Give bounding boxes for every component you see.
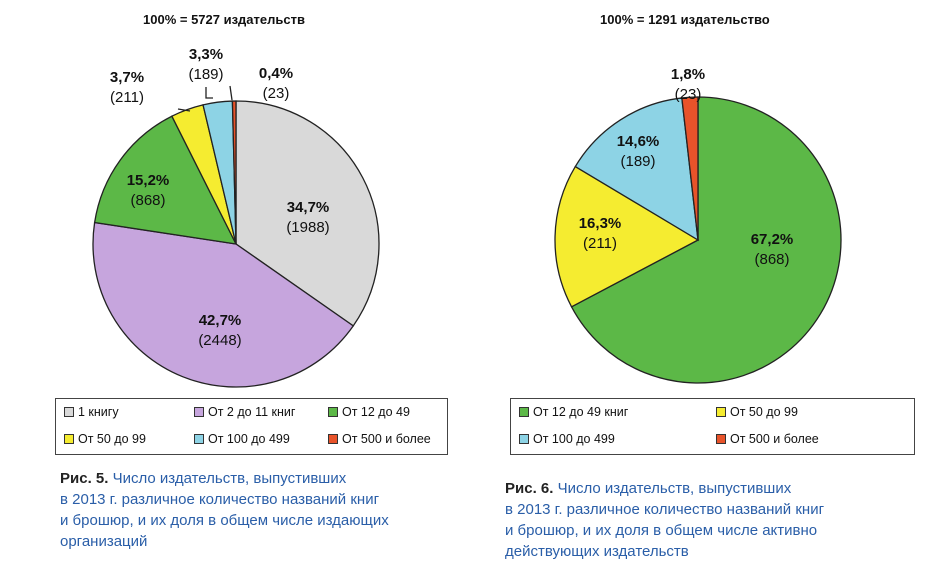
pie-slice xyxy=(92,221,355,388)
slice-percent-label: 16,3% xyxy=(579,215,622,232)
pie-slice xyxy=(554,165,700,308)
chart-1-caption: Рис. 5. Число издательств, выпустивших в… xyxy=(60,468,470,552)
slice-percent-label: 15,2% xyxy=(127,172,170,189)
slice-percent-label: 1,8% xyxy=(671,66,705,83)
legend-swatch xyxy=(519,407,529,417)
caption-line: Число издательств, выпустивших xyxy=(557,480,792,497)
pie-slice xyxy=(574,97,699,242)
legend-label: 1 книгу xyxy=(78,405,119,419)
slice-count-label: (211) xyxy=(110,89,144,106)
chart-1-total: 100% = 5727 издательств xyxy=(143,12,305,27)
chart-panel-2: 100% = 1291 издательство 67,2% (868) 16,3%… xyxy=(475,0,950,571)
legend-item: От 50 до 99 xyxy=(716,405,798,419)
pie-slice xyxy=(570,96,842,384)
caption-line: Число издательств, выпустивших xyxy=(112,470,347,487)
chart-2-legend: От 12 до 49 книг От 50 до 99 От 100 до 4… xyxy=(510,398,915,455)
legend-item: От 100 до 499 xyxy=(519,432,615,446)
leader-line xyxy=(229,85,233,101)
caption-line: организаций xyxy=(60,533,148,550)
caption-line: действующих издательств xyxy=(505,543,689,560)
caption-line: в 2013 г. различное количество названий … xyxy=(60,491,380,508)
legend-item: От 100 до 499 xyxy=(194,432,290,446)
chart-2-total: 100% = 1291 издательство xyxy=(600,12,770,27)
slice-count-label: (23) xyxy=(675,86,702,103)
chart-2-caption: Рис. 6. Число издательств, выпустивших в… xyxy=(505,478,925,562)
slice-percent-label: 42,7% xyxy=(199,312,242,329)
caption-line: и брошюр, и их доля в общем числе активн… xyxy=(505,522,818,539)
slice-percent-label: 0,4% xyxy=(259,65,293,82)
slice-percent-label: 34,7% xyxy=(287,199,330,216)
legend-swatch xyxy=(194,434,204,444)
legend-item: От 12 до 49 книг xyxy=(519,405,628,419)
legend-item: От 50 до 99 xyxy=(64,432,146,446)
legend-swatch xyxy=(328,434,338,444)
legend-swatch xyxy=(328,407,338,417)
legend-item: От 500 и более xyxy=(328,432,431,446)
pie-slice xyxy=(231,100,237,245)
legend-label: От 12 до 49 xyxy=(342,405,410,419)
slice-percent-label: 3,3% xyxy=(189,46,223,63)
legend-swatch xyxy=(716,434,726,444)
legend-swatch xyxy=(64,434,74,444)
chart-panel-1: 100% = 5727 издательств 34,7% (1988) 42,7%… xyxy=(55,12,470,552)
caption-line: в 2013 г. различное количество названий … xyxy=(505,501,825,518)
legend-label: От 500 и более xyxy=(342,432,431,446)
pie-chart-1: 34,7% (1988) 42,7% (2448) 15,2% (868) 3,7% (211… xyxy=(92,46,380,388)
slice-percent-label: 67,2% xyxy=(751,231,794,248)
legend-label: От 50 до 99 xyxy=(730,405,798,419)
legend-swatch xyxy=(194,407,204,417)
legend-item: От 12 до 49 xyxy=(328,405,410,419)
slice-percent-label: 14,6% xyxy=(617,133,660,150)
legend-label: От 100 до 499 xyxy=(208,432,290,446)
legend-swatch xyxy=(519,434,529,444)
pie-slice xyxy=(681,96,699,241)
legend-label: От 2 до 11 книг xyxy=(208,405,296,419)
slice-count-label: (189) xyxy=(620,153,655,170)
pie-chart-2: 67,2% (868) 16,3% (211) 14,6% (189) 1,8% (23) xyxy=(554,66,842,384)
legend-swatch xyxy=(64,407,74,417)
slice-count-label: (23) xyxy=(263,85,290,102)
legend-item: От 2 до 11 книг xyxy=(194,405,295,419)
pie-slice xyxy=(235,100,380,327)
slice-count-label: (189) xyxy=(188,66,223,83)
legend-swatch xyxy=(716,407,726,417)
legend-label: От 50 до 99 xyxy=(78,432,146,446)
legend-label: От 500 и более xyxy=(730,432,819,446)
legend-label: От 100 до 499 xyxy=(533,432,615,446)
legend-item: От 500 и более xyxy=(716,432,819,446)
legend-label: От 12 до 49 книг xyxy=(533,405,629,419)
slice-count-label: (2448) xyxy=(198,332,241,349)
pie-slice xyxy=(93,115,238,245)
legend-item: 1 книгу xyxy=(64,405,119,419)
chart-1-legend: 1 книгу От 2 до 11 книг От 12 до 49 От 5… xyxy=(55,398,448,455)
leader-line xyxy=(205,87,213,99)
slice-count-label: (1988) xyxy=(286,219,329,236)
slice-count-label: (868) xyxy=(130,192,165,209)
figure-number: Рис. 6. xyxy=(505,480,554,497)
leader-line xyxy=(177,108,191,112)
slice-percent-label: 3,7% xyxy=(110,69,144,86)
figure-number: Рис. 5. xyxy=(60,470,109,487)
caption-line: и брошюр, и их доля в общем числе издающ… xyxy=(60,512,389,529)
slice-count-label: (868) xyxy=(754,251,789,268)
slice-count-label: (211) xyxy=(583,235,617,252)
